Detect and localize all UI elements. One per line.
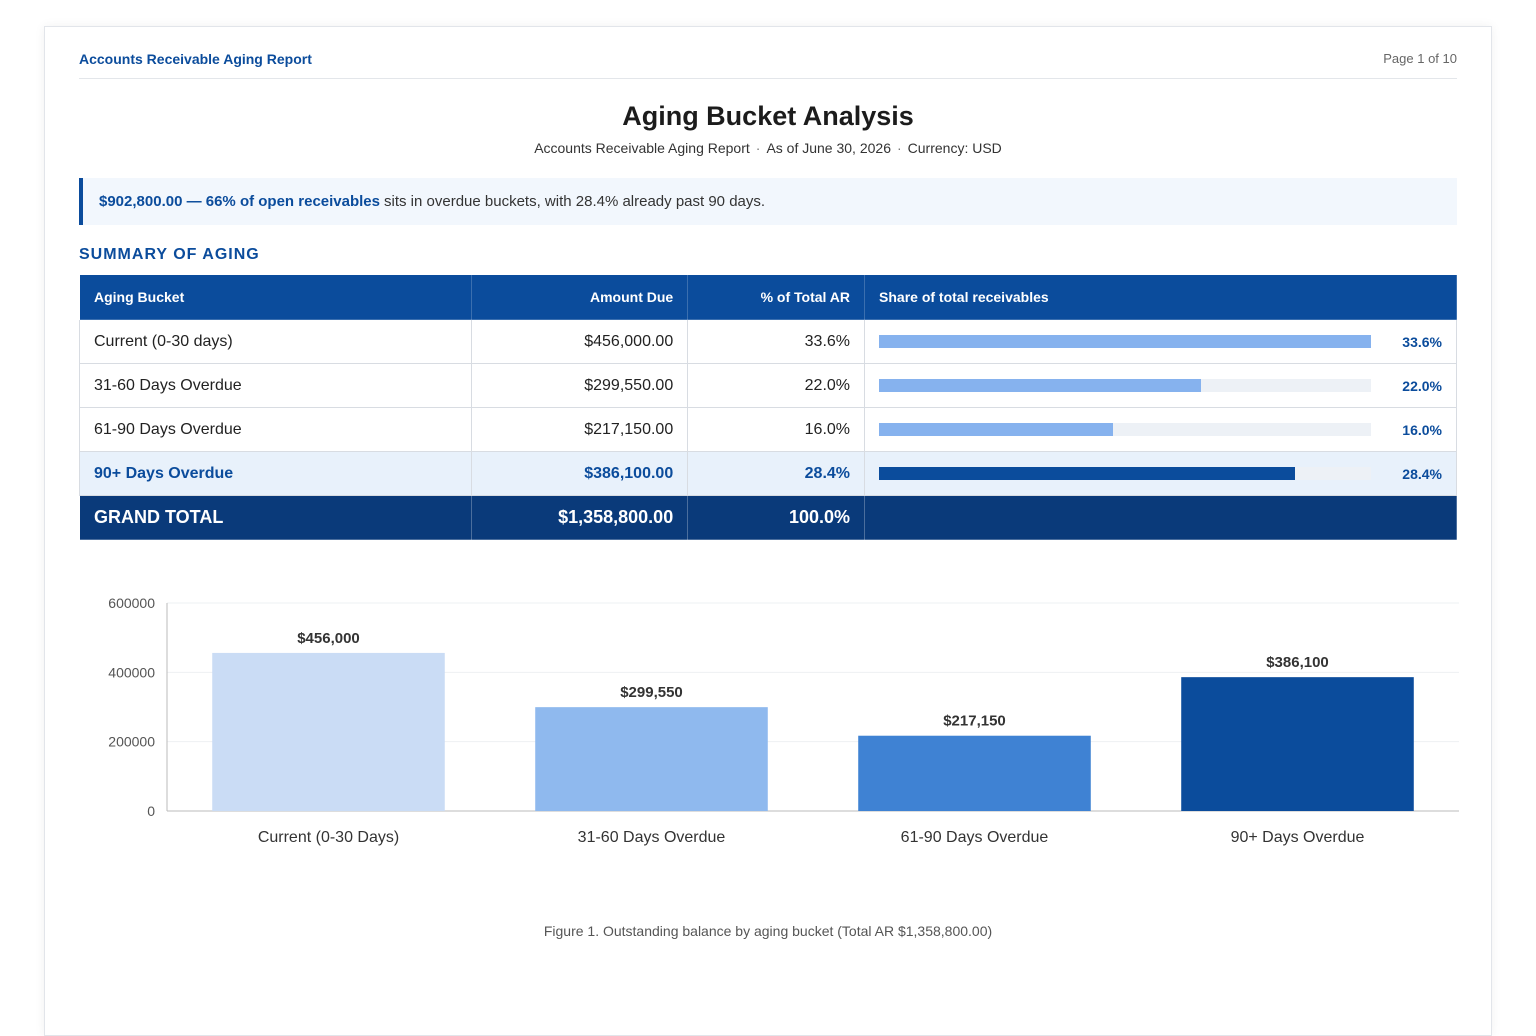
bucket-cell: 31-60 Days Overdue (78, 363, 473, 408)
share-bar-track (879, 467, 1372, 480)
column-header-share: Share of total receivables (864, 274, 1457, 320)
bucket-cell: Current (0-30 days) (78, 319, 473, 364)
data-label: $299,550 (620, 684, 683, 701)
grand-total-row: GRAND TOTAL $1,358,800.00 100.0% (78, 495, 1457, 540)
subtitle-date: As of June 30, 2026 (766, 140, 891, 156)
aging-summary-table: Aging Bucket Amount Due % of Total AR Sh… (78, 274, 1457, 540)
share-percent: 16.0% (1402, 421, 1442, 438)
column-header-bucket: Aging Bucket (78, 274, 473, 320)
amount-cell: $217,150.00 (471, 407, 689, 452)
share-bar-track (879, 423, 1372, 436)
share-cell: 28.4% (864, 451, 1457, 496)
page-number: Page 1 of 10 (1383, 51, 1457, 66)
table-row: Current (0-30 days) $456,000.00 33.6% 33… (78, 319, 1457, 364)
y-tick-label: 400000 (108, 664, 155, 680)
subtitle-separator: · (896, 140, 902, 156)
percent-cell: 22.0% (687, 363, 866, 408)
bucket-cell: 90+ Days Overdue (78, 451, 473, 496)
x-tick-label: 31-60 Days Overdue (578, 829, 726, 846)
share-bar-track (879, 379, 1372, 392)
share-percent: 33.6% (1402, 333, 1442, 350)
aging-bar-chart: 0 200000 400000 600000 $456,000 Current (0-30… (79, 587, 1459, 867)
subtitle-report: Accounts Receivable Aging Report (534, 140, 750, 156)
percent-cell: 28.4% (687, 451, 866, 496)
percent-cell: 16.0% (687, 407, 866, 452)
bar (1181, 677, 1414, 811)
amount-cell: $299,550.00 (471, 363, 689, 408)
x-tick-label: Current (0-30 Days) (258, 829, 399, 846)
table-row-highlighted: 90+ Days Overdue $386,100.00 28.4% 28.4% (78, 451, 1457, 496)
table-row: 61-90 Days Overdue $217,150.00 16.0% 16.… (78, 407, 1457, 452)
total-label: GRAND TOTAL (78, 495, 473, 540)
bar (212, 652, 445, 811)
share-bar-track (879, 335, 1372, 348)
share-cell: 22.0% (864, 363, 1457, 408)
data-label: $217,150 (943, 713, 1006, 730)
share-bar-fill (879, 335, 1372, 348)
y-tick-label: 600000 (108, 595, 155, 611)
data-label: $456,000 (297, 630, 360, 647)
figure-caption: Figure 1. Outstanding balance by aging b… (543, 923, 993, 939)
bar (858, 735, 1091, 811)
section-heading: SUMMARY OF AGING (79, 246, 260, 263)
report-name: Accounts Receivable Aging Report (79, 51, 312, 67)
share-cell: 16.0% (864, 407, 1457, 452)
callout-text: sits in overdue buckets, with 28.4% alre… (384, 193, 766, 210)
y-tick-label: 0 (147, 803, 155, 819)
share-bar-fill (879, 379, 1202, 392)
y-tick-label: 200000 (108, 734, 155, 750)
bar (535, 707, 768, 811)
data-label: $386,100 (1266, 654, 1329, 671)
table-row: 31-60 Days Overdue $299,550.00 22.0% 22.… (78, 363, 1457, 408)
column-header-percent: % of Total AR (687, 274, 866, 320)
share-percent: 28.4% (1402, 465, 1442, 482)
x-tick-label: 90+ Days Overdue (1231, 829, 1365, 846)
share-percent: 22.0% (1402, 377, 1442, 394)
column-header-amount: Amount Due (471, 274, 689, 320)
share-cell: 33.6% (864, 319, 1457, 364)
amount-cell: $456,000.00 (471, 319, 689, 364)
running-header: Accounts Receivable Aging Report Page 1 … (79, 51, 1457, 79)
page-subtitle: Accounts Receivable Aging Report · As of J… (45, 140, 1491, 156)
table-header-row: Aging Bucket Amount Due % of Total AR Sh… (78, 274, 1457, 320)
share-bar-fill (879, 423, 1114, 436)
report-page: Accounts Receivable Aging Report Page 1 … (44, 26, 1492, 1036)
x-tick-label: 61-90 Days Overdue (901, 829, 1049, 846)
page-title: Aging Bucket Analysis (622, 101, 914, 131)
chart-svg: 0 200000 400000 600000 $456,000 Current (0-30… (108, 595, 1459, 846)
subtitle-separator: · (755, 140, 761, 156)
share-bar-fill (879, 467, 1295, 480)
total-amount: $1,358,800.00 (471, 495, 689, 540)
bucket-cell: 61-90 Days Overdue (78, 407, 473, 452)
amount-cell: $386,100.00 (471, 451, 689, 496)
percent-cell: 33.6% (687, 319, 866, 364)
key-insight-callout: $902,800.00 — 66% of open receivables si… (79, 178, 1457, 225)
total-empty-cell (864, 495, 1457, 540)
callout-highlight: $902,800.00 — 66% of open receivables (99, 193, 380, 210)
total-percent: 100.0% (687, 495, 866, 540)
subtitle-currency: Currency: USD (907, 140, 1002, 156)
